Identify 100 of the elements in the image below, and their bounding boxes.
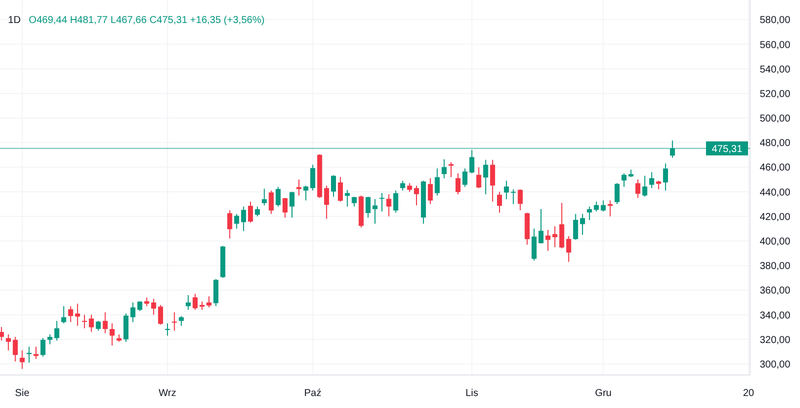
candlestick bbox=[102, 312, 108, 334]
candlestick bbox=[338, 176, 343, 202]
y-tick-label: 400,00 bbox=[760, 236, 791, 248]
x-tick-label: Sie bbox=[14, 388, 30, 399]
y-tick-label: 460,00 bbox=[760, 162, 791, 174]
candlestick bbox=[0, 326, 4, 342]
candlestick bbox=[469, 150, 474, 174]
candlestick bbox=[434, 168, 440, 196]
candlestick bbox=[510, 188, 516, 205]
candlestick bbox=[54, 320, 60, 342]
candlestick bbox=[504, 180, 509, 200]
y-tick-label: 540,00 bbox=[760, 64, 791, 76]
y-tick-label: 520,00 bbox=[760, 88, 791, 100]
candlestick bbox=[386, 194, 392, 217]
candlestick bbox=[414, 185, 419, 206]
candlestick bbox=[518, 188, 523, 211]
text: O469,44 H481,77 L467,66 C475,31 +16,35 (+3,56%) bbox=[28, 15, 265, 26]
ref-line-label: 475,31 bbox=[712, 144, 743, 155]
candlestick bbox=[268, 190, 274, 214]
candlestick bbox=[40, 338, 46, 358]
candlestick bbox=[580, 213, 586, 236]
candlestick bbox=[532, 228, 537, 262]
candlestick bbox=[82, 314, 87, 329]
candlestick bbox=[352, 196, 357, 208]
candlestick bbox=[344, 189, 350, 208]
candlestick bbox=[75, 303, 80, 326]
y-tick-label: 580,00 bbox=[760, 15, 791, 26]
candlestick bbox=[254, 206, 260, 217]
candlestick bbox=[172, 312, 177, 332]
y-tick-label: 440,00 bbox=[760, 187, 791, 198]
candlestick bbox=[68, 306, 74, 323]
candlestick bbox=[310, 164, 316, 192]
candlestick bbox=[372, 198, 378, 224]
candlestick bbox=[61, 306, 66, 324]
y-tick-label: 500,00 bbox=[760, 114, 791, 125]
candlestick bbox=[151, 298, 156, 316]
candlestick bbox=[573, 213, 578, 240]
y-tick-label: 480,00 bbox=[760, 138, 791, 150]
candlestick bbox=[476, 166, 482, 189]
candlestick bbox=[490, 159, 496, 202]
x-tick-label: Paź bbox=[304, 388, 322, 399]
candlestick bbox=[663, 163, 668, 192]
candlestick bbox=[213, 278, 218, 307]
candlestick bbox=[456, 172, 460, 195]
x-tick-label: Wrz bbox=[158, 388, 176, 399]
candlestick bbox=[303, 185, 308, 201]
candlestick bbox=[241, 206, 246, 232]
candlestick bbox=[324, 185, 330, 220]
candlestick bbox=[400, 180, 406, 192]
x-tick-label: 20 bbox=[742, 388, 755, 399]
candlestick bbox=[296, 179, 302, 196]
y-tick-label: 380,00 bbox=[760, 261, 791, 272]
candlestick bbox=[379, 192, 384, 212]
candlestick bbox=[158, 304, 164, 326]
candlestick bbox=[670, 140, 675, 158]
candlestick bbox=[600, 200, 606, 212]
candlestick bbox=[234, 213, 240, 230]
candlestick bbox=[393, 190, 398, 214]
candlestick bbox=[442, 158, 447, 179]
candlestick bbox=[608, 200, 613, 217]
x-tick-label: Lis bbox=[465, 388, 478, 399]
candlestick bbox=[497, 191, 502, 214]
candlestick bbox=[642, 175, 648, 198]
candlestick bbox=[538, 208, 544, 244]
text: 1D bbox=[8, 15, 21, 26]
y-tick-label: 300,00 bbox=[760, 359, 791, 370]
candlestick bbox=[88, 314, 94, 332]
candlestick bbox=[110, 322, 115, 346]
candlestick bbox=[462, 168, 468, 188]
y-tick-label: 360,00 bbox=[760, 286, 791, 297]
x-tick-label: Gru bbox=[594, 388, 612, 399]
candlestick bbox=[545, 229, 550, 252]
candlestick bbox=[192, 293, 198, 310]
candlestick bbox=[34, 346, 39, 360]
candlestick bbox=[206, 296, 212, 308]
candlestick bbox=[130, 302, 136, 323]
y-tick-label: 420,00 bbox=[760, 212, 791, 223]
candlestick bbox=[186, 294, 191, 310]
y-tick-label: 340,00 bbox=[760, 310, 791, 322]
candlestick bbox=[282, 197, 288, 218]
candlestick bbox=[12, 336, 18, 362]
y-tick-label: 320,00 bbox=[760, 334, 791, 346]
candlestick bbox=[614, 182, 620, 205]
candlestick bbox=[227, 210, 232, 240]
candlestick bbox=[20, 350, 25, 370]
candlestick bbox=[6, 334, 11, 351]
candlestick bbox=[331, 174, 336, 198]
candlestick bbox=[635, 179, 640, 198]
candlestick bbox=[262, 188, 267, 206]
candlestick bbox=[622, 172, 627, 188]
candlestick bbox=[594, 201, 599, 212]
candlestick bbox=[164, 322, 170, 336]
candlestick bbox=[428, 178, 433, 205]
candlestick bbox=[123, 313, 128, 342]
candlestick bbox=[483, 159, 488, 195]
y-tick-label: 560,00 bbox=[760, 40, 791, 51]
candlestick bbox=[137, 300, 142, 312]
candlestick bbox=[448, 162, 454, 178]
candlestick bbox=[552, 226, 558, 248]
candlestick bbox=[178, 315, 184, 326]
